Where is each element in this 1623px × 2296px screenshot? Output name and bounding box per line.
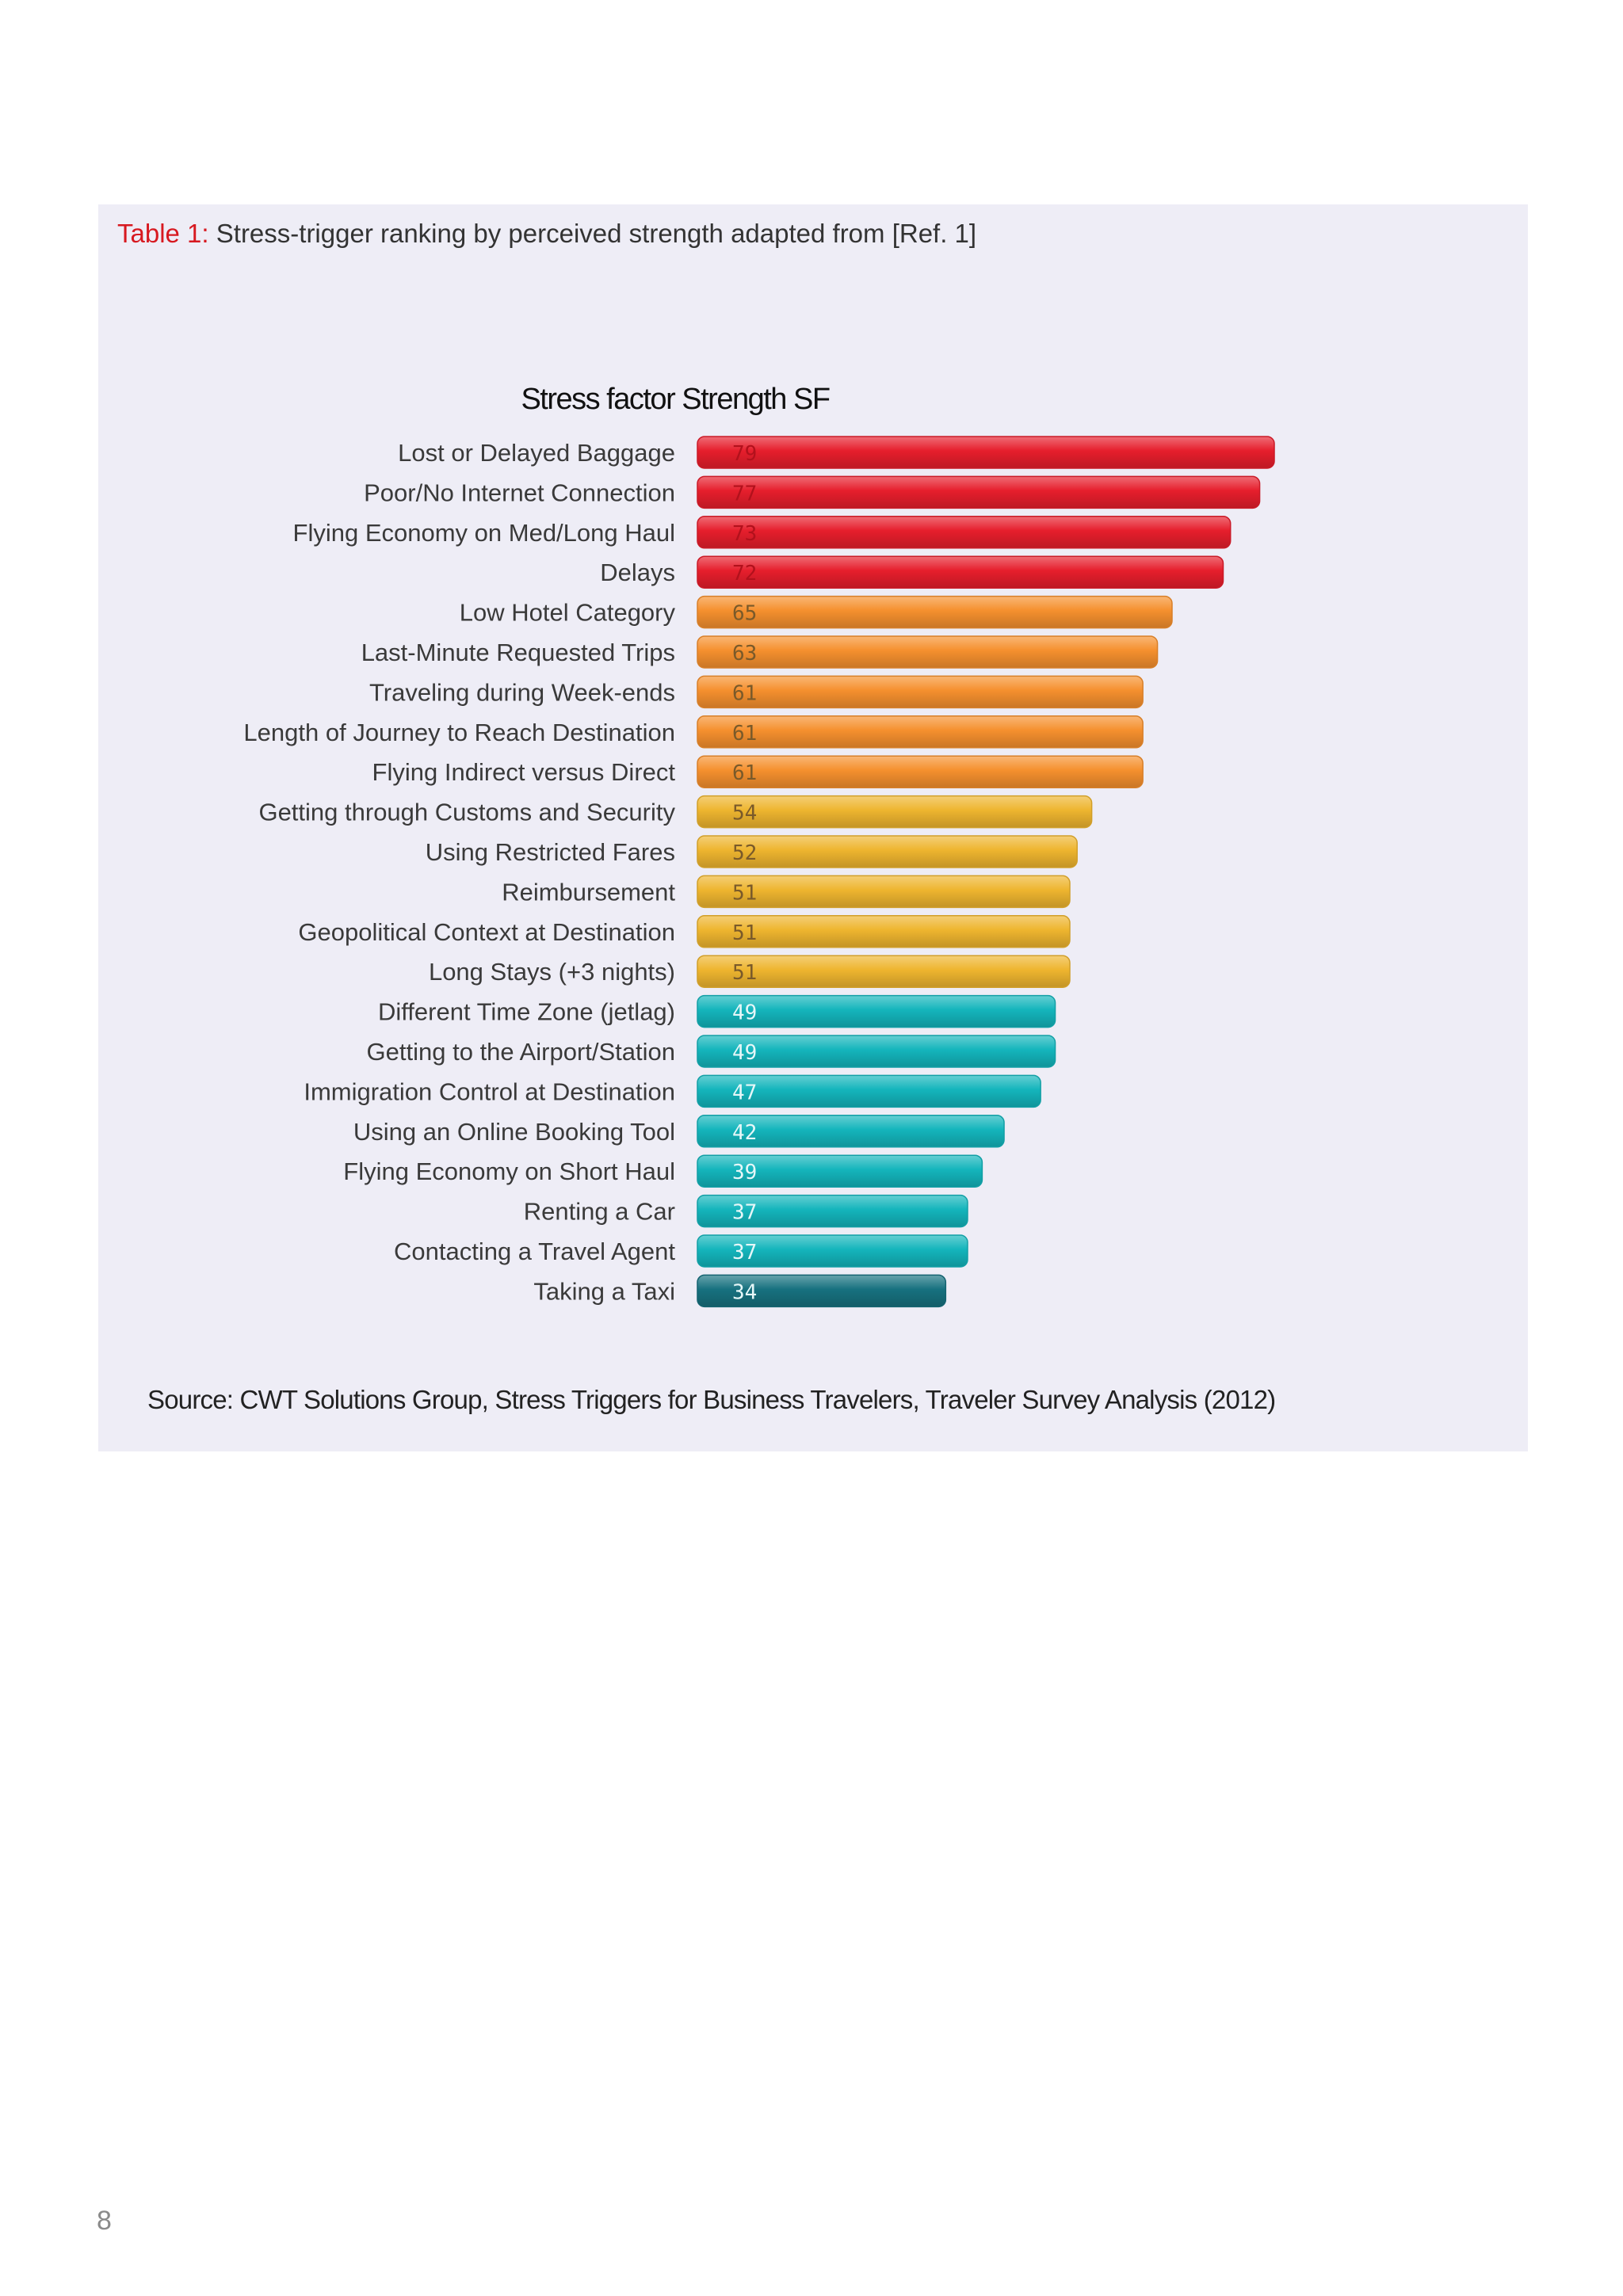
bar-row: Renting a Car 37 [524,1194,968,1228]
bar [697,595,1173,629]
bar-row: Using Restricted Fares 52 [426,835,1078,868]
bar [697,1234,968,1268]
bar-category-label: Different Time Zone (jetlag) [378,998,675,1026]
bar-category-label: Getting to the Airport/Station [367,1038,675,1066]
bar-row: Lost or Delayed Baggage 79 [398,436,1275,469]
bar [697,635,1159,669]
bar [697,875,1071,909]
bar-row: Getting to the Airport/Station 49 [367,1035,1056,1068]
page-number: 8 [97,2206,112,2236]
bar [697,1115,1005,1148]
bar-category-label: Getting through Customs and Security [258,799,675,826]
bar-row: Getting through Customs and Security 54 [258,795,1093,829]
bar-row: Taking a Taxi 34 [533,1274,947,1308]
bar-category-label: Last-Minute Requested Trips [361,639,675,666]
bar-row: Poor/No Internet Connection 77 [364,475,1261,509]
caption-text: Stress-trigger ranking by perceived stre… [216,219,977,248]
bar-value-label: 39 [732,1161,757,1184]
bar-value-label: 61 [732,761,757,785]
bar [697,1035,1056,1068]
bar-value-label: 51 [732,881,757,905]
bar-row: Geopolitical Context at Destination 51 [298,915,1071,948]
bar-row: Flying Economy on Short Haul 39 [343,1154,983,1188]
bar-value-label: 73 [732,522,757,546]
bar-value-label: 49 [732,1041,757,1065]
bar [697,1194,968,1228]
chart-title: Stress factor Strength SF [521,383,829,416]
bar-category-label: Renting a Car [524,1198,675,1226]
bar-row: Length of Journey to Reach Destination 61 [243,715,1144,749]
bar [697,1274,947,1308]
bar [697,795,1093,829]
bar-category-label: Flying Economy on Med/Long Haul [293,519,675,547]
bar [697,955,1071,988]
bar-row: Delays 72 [600,555,1224,589]
bar-row: Using an Online Booking Tool 42 [353,1115,1005,1148]
bar-value-label: 49 [732,1001,757,1025]
bar-category-label: Long Stays (+3 nights) [429,958,675,986]
bar-category-label: Lost or Delayed Baggage [398,439,675,467]
bar-value-label: 47 [732,1081,757,1104]
bar-row: Last-Minute Requested Trips 63 [361,635,1159,669]
bar-category-label: Flying Economy on Short Haul [343,1158,675,1185]
bar-category-label: Taking a Taxi [533,1277,675,1305]
bar-row: Flying Economy on Med/Long Haul 73 [293,516,1232,549]
bar [697,1154,983,1188]
bar [697,994,1056,1028]
bar-value-label: 77 [732,482,757,505]
bar-value-label: 65 [732,602,757,626]
bar-row: Flying Indirect versus Direct 61 [372,755,1144,788]
bar-value-label: 42 [732,1121,757,1145]
bar-category-label: Reimbursement [502,878,675,906]
bar-category-label: Length of Journey to Reach Destination [243,719,675,746]
bar-category-label: Flying Indirect versus Direct [372,758,676,786]
caption-label: Table 1: [117,219,209,248]
bar-row: Reimbursement 51 [502,875,1071,909]
bar-value-label: 61 [732,681,757,705]
bar-value-label: 54 [732,802,757,826]
bar-category-label: Using an Online Booking Tool [353,1118,675,1146]
table-caption: Table 1: Stress-trigger ranking by perce… [117,219,976,249]
bar [697,715,1144,749]
bar [697,436,1275,469]
bar-value-label: 34 [732,1280,757,1304]
bar [697,835,1078,868]
bar [697,755,1144,788]
bar-value-label: 79 [732,442,757,466]
stress-factor-bar-chart: Stress factor Strength SF Lost or Delaye… [243,383,1275,1308]
bar-row: Contacting a Travel Agent 37 [394,1234,968,1268]
bar-value-label: 72 [732,562,757,585]
bar-value-label: 37 [732,1241,757,1264]
bar-category-label: Delays [600,559,675,586]
bar-row: Traveling during Week-ends 61 [369,675,1144,709]
source-note: Source: CWT Solutions Group, Stress Trig… [147,1385,1276,1414]
bar [697,516,1232,549]
bar-category-label: Using Restricted Fares [426,838,675,866]
bar [697,1074,1041,1108]
bar-value-label: 61 [732,722,757,746]
bar-category-label: Contacting a Travel Agent [394,1238,675,1265]
bar-row: Different Time Zone (jetlag) 49 [378,994,1056,1028]
bar-value-label: 51 [732,921,757,945]
bar [697,915,1071,948]
bar-value-label: 51 [732,961,757,985]
bar-category-label: Poor/No Internet Connection [364,479,675,506]
bar-category-label: Geopolitical Context at Destination [298,918,675,946]
bar [697,475,1261,509]
table-panel: Table 1: Stress-trigger ranking by perce… [98,204,1528,1451]
bar-category-label: Low Hotel Category [460,599,676,627]
bar-category-label: Traveling during Week-ends [369,678,675,706]
bar [697,675,1144,709]
bar-row: Low Hotel Category 65 [460,595,1173,629]
bar-category-label: Immigration Control at Destination [304,1077,675,1105]
bar [697,555,1224,589]
bar-row: Immigration Control at Destination 47 [304,1074,1041,1108]
bar-value-label: 63 [732,642,757,666]
bar-value-label: 52 [732,841,757,865]
bar-value-label: 37 [732,1201,757,1225]
bar-row: Long Stays (+3 nights) 51 [429,955,1071,988]
